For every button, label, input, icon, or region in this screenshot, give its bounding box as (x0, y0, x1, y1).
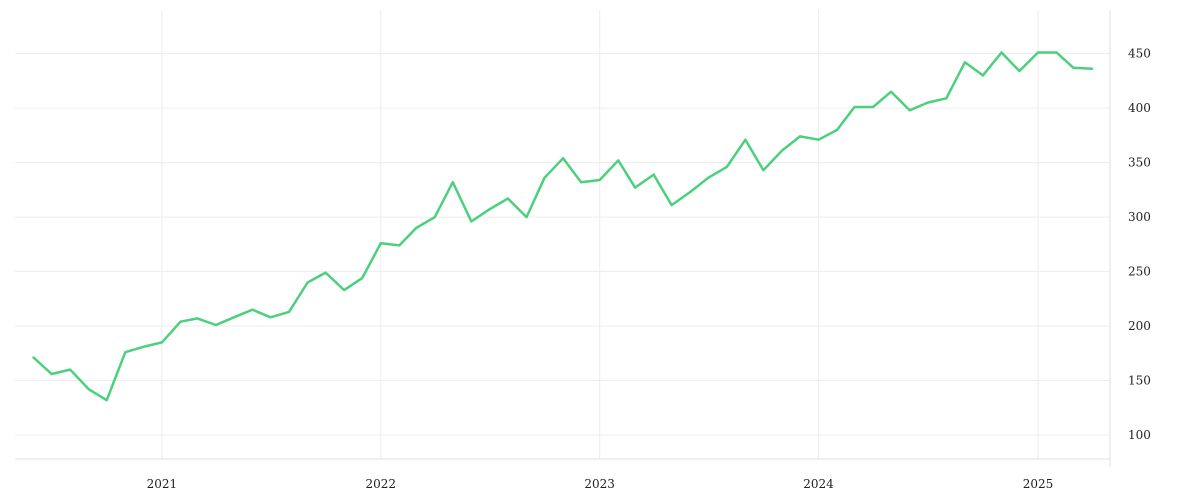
y-tick-label: 450 (1128, 47, 1151, 61)
y-tick-label: 250 (1128, 265, 1151, 279)
y-tick-label: 200 (1128, 319, 1151, 333)
y-tick-labels: 100 150 200 250 300 350 400 450 (1128, 47, 1151, 442)
x-tick-label: 2021 (147, 477, 178, 491)
y-tick-label: 400 (1128, 101, 1151, 115)
series-layer (32, 51, 1094, 402)
series-line-0 (32, 51, 1094, 402)
x-tick-label: 2025 (1023, 477, 1054, 491)
gridlines (15, 10, 1110, 459)
x-tick-label: 2022 (366, 477, 397, 491)
y-tick-label: 100 (1128, 428, 1151, 442)
y-tick-label: 150 (1128, 374, 1151, 388)
x-tick-label: 2023 (584, 477, 615, 491)
y-tick-label: 350 (1128, 156, 1151, 170)
y-tick-label: 300 (1128, 210, 1151, 224)
x-tick-label: 2024 (803, 477, 834, 491)
axes (15, 10, 1111, 467)
x-tick-labels: 2021 2022 2023 2024 2025 (147, 477, 1054, 491)
